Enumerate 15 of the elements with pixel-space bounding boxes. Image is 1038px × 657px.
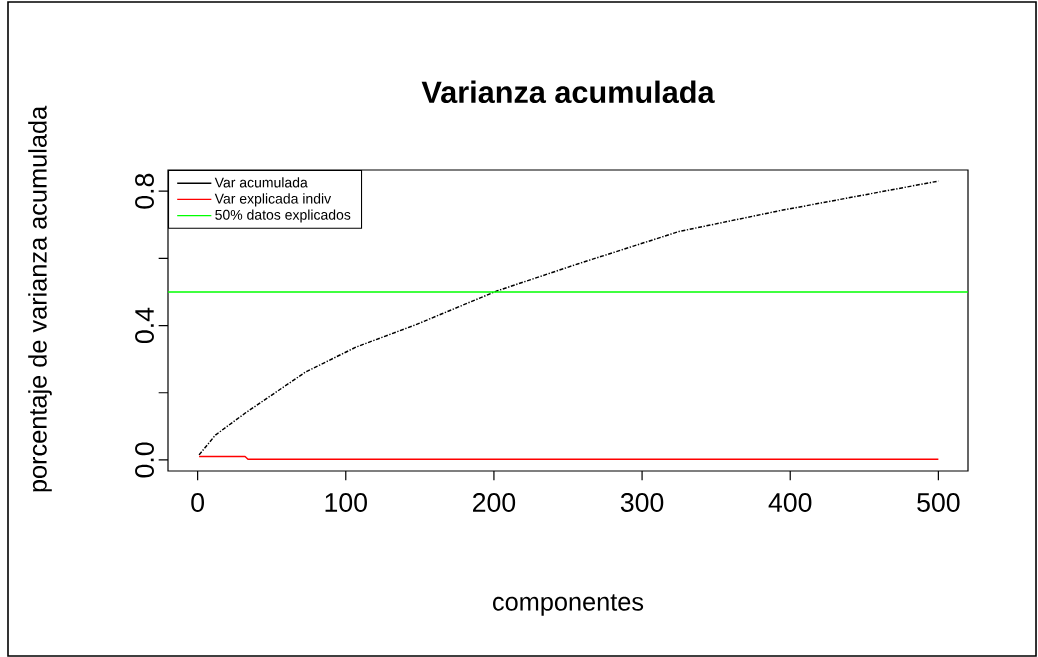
y-axis-title: porcentaje de varianza acumulada	[28, 105, 52, 492]
x-axis-title: componentes	[493, 594, 644, 616]
x-tick-label: 100	[325, 493, 367, 512]
x-tick-label: 400	[768, 493, 812, 512]
chart-title: Varianza acumulada	[421, 80, 715, 104]
legend-label: Var explicada indiv	[214, 193, 332, 207]
legend-label: Var acumulada	[214, 177, 308, 188]
x-tick-label: 300	[620, 493, 664, 512]
x-tick-label: 500	[917, 493, 960, 512]
legend-label: 50% datos explicados	[215, 209, 351, 223]
x-tick-label: 0	[191, 493, 204, 512]
x-tick-label: 200	[473, 493, 516, 512]
y-tick-label: 0.8	[135, 173, 154, 209]
y-tick-label: 0.0	[135, 442, 154, 478]
y-tick-label: 0.4	[135, 307, 154, 344]
